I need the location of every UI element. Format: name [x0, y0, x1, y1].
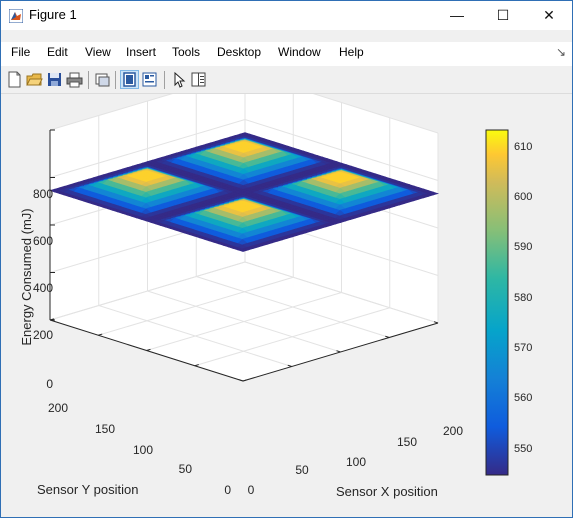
x-tick-mark: [336, 350, 341, 353]
grid-line: [98, 276, 294, 336]
grid-line: [146, 292, 342, 351]
colorbar-tick-label: 600: [514, 191, 532, 203]
save-icon[interactable]: [46, 71, 63, 88]
toolbar-separator: [164, 71, 165, 89]
toolbar-separator: [115, 71, 116, 89]
y-tick-label: 100: [133, 443, 153, 457]
energy-surface: [48, 132, 440, 252]
x-tick-mark: [385, 335, 390, 338]
colorbar-tick-label: 580: [514, 292, 532, 304]
new-figure-icon[interactable]: [6, 71, 23, 88]
x-axis-label: Sensor X position: [336, 484, 438, 499]
menu-insert[interactable]: Insert: [126, 45, 157, 59]
z-tick-label: 800: [33, 187, 53, 201]
colorbar-tick-label: 590: [514, 241, 532, 253]
y-tick-label: 150: [95, 422, 115, 436]
maximize-icon: ☐: [496, 7, 510, 23]
link-plot-icon[interactable]: [94, 71, 111, 88]
menu-file[interactable]: File: [11, 45, 31, 59]
maximize-button[interactable]: ☐: [480, 1, 526, 30]
insert-legend-icon[interactable]: [190, 71, 207, 88]
z-tick-label: 600: [33, 234, 53, 248]
y-tick-label: 50: [179, 462, 193, 476]
y-tick-mark: [49, 318, 55, 321]
y-tick-label: 0: [224, 483, 231, 497]
toolbar-separator: [88, 71, 89, 89]
x-tick-label: 150: [397, 435, 417, 449]
z-tick-label: 400: [33, 281, 53, 295]
y-tick-mark: [98, 333, 103, 336]
close-icon: ✕: [543, 7, 555, 23]
grid-line: [194, 307, 390, 367]
hide-plot-tools-icon[interactable]: [120, 70, 139, 89]
x-tick-mark: [287, 364, 292, 367]
print-icon[interactable]: [66, 71, 83, 88]
menu-window[interactable]: Window: [278, 45, 321, 59]
y-axis-label: Sensor Y position: [37, 482, 138, 497]
y-tick-mark: [242, 379, 248, 382]
x-tick-label: 0: [248, 483, 255, 497]
x-tick-label: 200: [443, 424, 463, 438]
axis-ticks: 800 600 400 200 0 200 150 100 50 0 0 50 …: [33, 187, 463, 497]
x-tick-label: 50: [295, 463, 309, 477]
surface-plot[interactable]: 800 600 400 200 0 200 150 100 50 0 0 50 …: [9, 94, 572, 510]
colorbar-tick-label: 560: [514, 392, 532, 404]
title-bar[interactable]: Figure 1 — ☐ ✕: [1, 1, 572, 30]
colorbar-tick-label: 570: [514, 342, 532, 354]
z-axis-label: Energy Consumed (mJ): [19, 208, 34, 345]
menu-desktop[interactable]: Desktop: [217, 45, 262, 59]
menu-help[interactable]: Help: [339, 45, 364, 59]
x-tick-mark: [238, 379, 244, 382]
colorbar-tick-label: 610: [514, 141, 532, 153]
colorbar: 610 600 590 580 570 560 550: [485, 129, 532, 476]
dock-arrow-icon[interactable]: ↘: [556, 45, 567, 59]
menu-view[interactable]: View: [85, 45, 111, 59]
menu-tools[interactable]: Tools: [172, 45, 201, 59]
colorbar-tick-label: 550: [514, 443, 532, 455]
open-file-icon[interactable]: [26, 71, 43, 88]
y-tick-mark: [194, 364, 199, 367]
minimize-icon: —: [450, 7, 464, 23]
minimize-button[interactable]: —: [434, 1, 480, 30]
z-tick-label: 0: [46, 377, 53, 391]
z-tick-label: 200: [33, 328, 53, 342]
x-tick-label: 100: [346, 455, 366, 469]
x-tick-mark: [433, 321, 439, 324]
show-plot-tools-icon[interactable]: [141, 71, 158, 88]
tool-bar: [1, 67, 572, 94]
y-tick-label: 200: [48, 401, 68, 415]
matlab-figure-icon: [9, 9, 23, 23]
y-tick-mark: [146, 348, 151, 351]
menu-edit[interactable]: Edit: [47, 45, 68, 59]
grid-line: [49, 261, 246, 321]
window-title: Figure 1: [29, 7, 77, 22]
close-button[interactable]: ✕: [526, 1, 572, 30]
menu-bar: File Edit View Insert Tools Desktop Wind…: [1, 42, 572, 66]
colorbar-gradient: [485, 129, 509, 476]
surface-patch: [427, 191, 440, 196]
figure-canvas[interactable]: 800 600 400 200 0 200 150 100 50 0 0 50 …: [9, 94, 572, 510]
edit-plot-arrow-icon[interactable]: [171, 71, 188, 88]
